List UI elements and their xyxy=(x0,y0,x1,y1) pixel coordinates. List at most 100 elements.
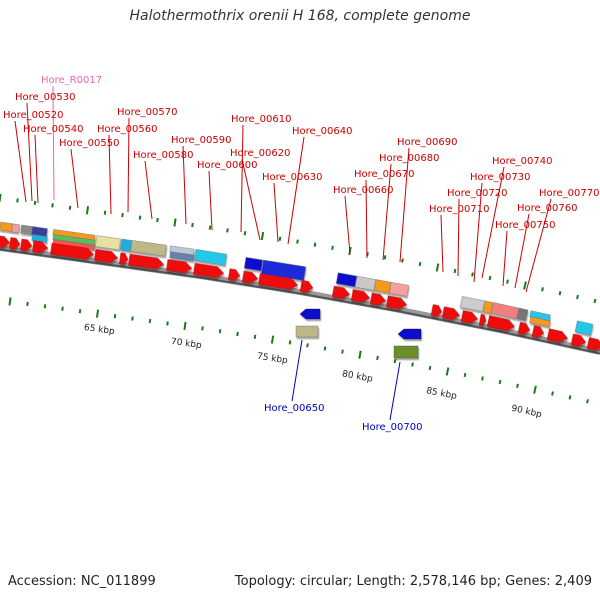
outer-scale-tick xyxy=(51,203,54,208)
gene-leader-line xyxy=(399,147,410,263)
outer-scale-tick xyxy=(401,258,404,263)
gene-label[interactable]: Hore_00650 xyxy=(264,403,325,414)
gene-label[interactable]: Hore_00560 xyxy=(97,124,158,135)
inner-scale-tick xyxy=(586,399,589,404)
inner-scale-tick xyxy=(498,379,502,385)
gene-feature-block xyxy=(194,249,227,266)
gene-leader-line xyxy=(457,198,460,277)
gene-label[interactable]: Hore_00530 xyxy=(15,92,76,103)
outer-scale-tick xyxy=(121,213,124,218)
outer-scale-tick xyxy=(138,215,142,220)
outer-scale-tick xyxy=(296,239,299,244)
cds-arrow xyxy=(166,259,193,274)
gene-feature-block xyxy=(354,275,377,291)
cds-arrow xyxy=(9,237,21,250)
accession-text: Accession: NC_011899 xyxy=(8,574,156,589)
inner-scale-tick xyxy=(341,349,344,354)
gene-feature-block xyxy=(0,221,13,232)
gene-label[interactable]: Hore_R0017 xyxy=(41,75,102,86)
scale-label: 70 kbp xyxy=(170,337,202,351)
gene-label[interactable]: Hore_00760 xyxy=(517,203,578,214)
outer-scale-tick xyxy=(576,294,579,300)
cds-arrow xyxy=(119,252,129,265)
gene-label[interactable]: Hore_00620 xyxy=(230,148,291,159)
scale-label: 90 kbp xyxy=(510,404,543,420)
cds-arrow xyxy=(441,306,461,320)
gene-leader-line xyxy=(208,170,213,231)
gene-leader-line xyxy=(144,160,153,220)
inner-scale-tick xyxy=(323,346,327,351)
inner-scale-tick xyxy=(183,321,187,331)
outer-scale-tick xyxy=(471,272,474,277)
inner-scale-tick xyxy=(270,335,275,344)
gene-feature-block xyxy=(574,320,594,336)
scale-label: 80 kbp xyxy=(341,369,374,384)
reverse-feature-block xyxy=(393,345,419,359)
outer-scale-tick xyxy=(16,198,19,203)
gene-leader-line xyxy=(440,214,444,273)
gene-feature-block xyxy=(11,223,20,233)
gene-label[interactable]: Hore_00680 xyxy=(379,153,440,164)
inner-scale-tick xyxy=(201,326,204,331)
outer-scale-tick xyxy=(418,261,422,267)
reverse-cds-arrow xyxy=(299,308,321,320)
cds-arrow xyxy=(94,249,119,263)
outer-scale-tick xyxy=(313,242,317,247)
gene-leader-line xyxy=(473,182,483,283)
cds-arrow xyxy=(460,310,479,324)
gene-feature-block xyxy=(169,251,195,262)
cds-arrow xyxy=(331,285,351,299)
gene-label[interactable]: Hore_00610 xyxy=(231,114,292,125)
inner-scale-tick xyxy=(516,383,519,389)
gene-label[interactable]: Hore_00660 xyxy=(333,185,394,196)
gene-leader-line xyxy=(365,179,368,259)
gene-label[interactable]: Hore_00770 xyxy=(539,188,600,199)
gene-label[interactable]: Hore_00640 xyxy=(292,126,353,137)
gene-label[interactable]: Hore_00520 xyxy=(3,110,64,121)
gene-feature-block xyxy=(130,240,167,257)
gene-label[interactable]: Hore_00730 xyxy=(470,172,531,183)
gene-label[interactable]: Hore_00570 xyxy=(117,107,178,118)
gene-leader-line xyxy=(287,136,305,245)
gene-leader-line xyxy=(240,124,244,233)
cds-arrow xyxy=(20,238,33,251)
outer-scale-tick xyxy=(278,236,282,241)
gene-label[interactable]: Hore_00540 xyxy=(23,124,84,135)
outer-scale-tick xyxy=(68,205,72,210)
gene-leader-line xyxy=(514,213,530,289)
gene-label[interactable]: Hore_00670 xyxy=(354,169,415,180)
inner-scale-tick xyxy=(166,321,169,326)
gene-label[interactable]: Hore_00710 xyxy=(429,204,490,215)
gene-feature-block xyxy=(529,316,551,328)
outer-scale-tick xyxy=(208,225,212,230)
inner-scale-tick xyxy=(393,358,397,364)
cds-arrow xyxy=(546,328,569,343)
gene-leader-line xyxy=(389,361,401,421)
gene-label[interactable]: Hore_00550 xyxy=(59,138,120,149)
gene-label[interactable]: Hore_00740 xyxy=(492,156,553,167)
inner-scale-tick xyxy=(148,318,152,324)
gene-label[interactable]: Hore_00750 xyxy=(495,220,556,231)
reverse-feature-block xyxy=(295,325,319,338)
cds-arrow xyxy=(486,315,516,331)
scale-label: 75 kbp xyxy=(256,352,288,367)
gene-leader-line xyxy=(182,145,187,225)
gene-label[interactable]: Hore_00720 xyxy=(447,188,508,199)
gene-leader-line xyxy=(127,117,130,213)
inner-scale-tick xyxy=(43,304,47,309)
gene-feature-block xyxy=(516,307,529,322)
gene-label[interactable]: Hore_00690 xyxy=(397,137,458,148)
cds-arrow xyxy=(0,235,11,248)
cds-arrow xyxy=(570,333,587,347)
gene-label[interactable]: Hore_00600 xyxy=(197,160,258,171)
outer-scale-tick xyxy=(33,200,37,206)
inner-scale-tick xyxy=(131,316,134,321)
gene-leader-line xyxy=(241,158,261,241)
gene-label[interactable]: Hore_00580 xyxy=(133,150,194,161)
gene-leader-line xyxy=(481,166,505,279)
gene-label[interactable]: Hore_00700 xyxy=(362,422,423,433)
gene-label[interactable]: Hore_00630 xyxy=(262,172,323,183)
outer-scale-tick xyxy=(173,218,177,227)
gene-label[interactable]: Hore_00590 xyxy=(171,135,232,146)
outer-scale-tick xyxy=(506,279,509,284)
